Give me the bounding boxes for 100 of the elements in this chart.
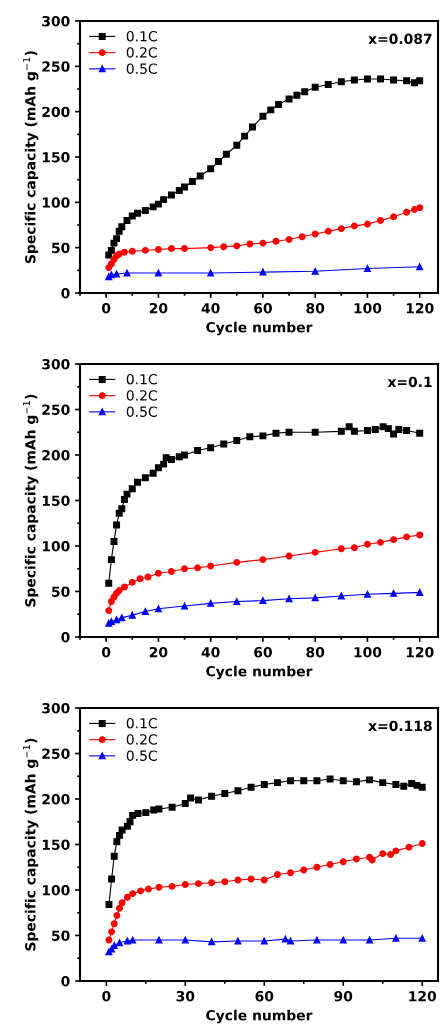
point [285,595,293,603]
point [113,235,121,243]
point [418,840,426,848]
point [416,531,424,539]
point [311,267,319,275]
point [113,521,121,529]
point [154,605,162,613]
point [233,598,241,605]
point [363,426,371,434]
point [207,244,215,252]
point [418,934,426,942]
point [105,936,113,944]
point [379,850,387,858]
point [259,432,267,440]
point [366,936,374,944]
point [167,245,175,253]
point [363,540,371,548]
x-tick-label: 100 [354,302,382,314]
y-tick-label: 200 [42,106,70,118]
point [298,233,306,241]
point [285,236,293,243]
point [418,783,426,791]
point [129,936,137,944]
point [194,796,202,804]
y-tick-label: 200 [42,449,70,461]
point [181,565,188,573]
point [116,939,123,947]
point [128,578,136,586]
y-axis-title: Specific capacity (mAh g$^{−1}$) [22,394,39,607]
y-tick-label: 150 [42,151,70,163]
point [175,187,183,195]
point [287,777,295,785]
point [181,602,188,610]
point [300,777,308,785]
x-tick-label: 40 [201,302,220,314]
point [352,778,360,786]
point [123,490,131,498]
point [416,588,424,596]
point [248,123,256,131]
point [233,242,241,250]
y-tick-label: 300 [42,15,70,27]
point [379,779,387,787]
point [105,579,113,587]
point [403,208,411,216]
point [272,237,280,245]
y-tick-label: 100 [42,884,70,896]
point [259,597,267,605]
x-tick-label: 120 [406,302,434,314]
point [301,88,309,96]
point [196,172,204,180]
point [233,558,241,566]
point [337,427,345,435]
point [181,245,188,253]
point [390,76,398,84]
point [154,269,162,277]
x-tick-label: 20 [149,646,168,658]
point [313,777,321,785]
x-tick-label: 60 [255,990,274,1002]
point [134,209,141,217]
point [324,80,332,88]
point [118,899,126,907]
point [260,780,268,788]
point [324,227,332,235]
point [246,433,254,441]
point [123,269,131,277]
point [387,851,395,858]
y-axis-title: Specific capacity (mAh g$^{−1}$) [22,738,39,951]
point [167,191,175,199]
point [337,545,345,553]
point [181,881,189,889]
point [259,239,267,247]
x-tick-label: 30 [176,990,195,1002]
point [405,843,413,851]
point [233,141,241,149]
point [167,568,175,575]
point [281,935,289,943]
point [144,573,152,581]
x-tick-label: 0 [101,302,111,314]
point [260,937,268,945]
y-tick-label: 0 [61,631,70,643]
point [220,243,228,251]
point [273,779,281,787]
point [181,183,188,191]
point [416,77,424,85]
point [207,562,215,570]
point [129,890,137,898]
point [222,150,230,158]
point [123,216,131,224]
point [352,855,360,863]
point [142,809,150,817]
y-tick-label: 250 [42,748,70,759]
point [220,440,228,448]
point [194,564,202,572]
point [272,429,280,437]
annotation: x=0.1 [387,376,432,388]
point [363,590,371,598]
point [120,583,128,591]
point [311,230,319,238]
point [337,225,345,233]
point [345,423,353,431]
